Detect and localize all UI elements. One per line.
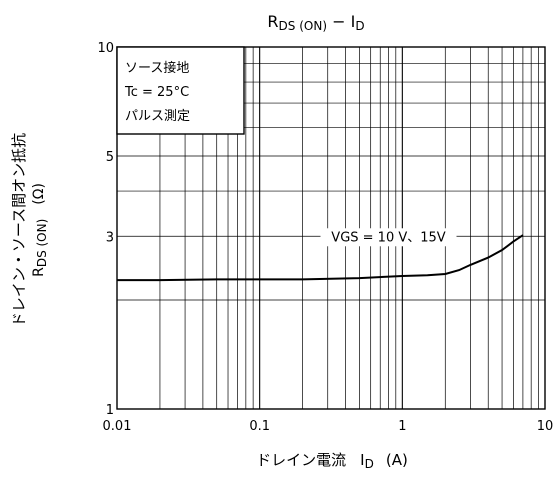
condition-line-3: パルス測定 — [125, 109, 190, 124]
x-axis-unit: (A) — [386, 451, 408, 469]
x-tick-label: 10 — [537, 419, 554, 434]
condition-box: ソース接地 Tc = 25°C パルス測定 — [116, 46, 245, 135]
y-tick-label: 10 — [97, 41, 114, 56]
x-axis-symbol: I — [360, 451, 364, 469]
x-tick-label: 0.01 — [103, 419, 132, 434]
x-tick-label: 1 — [398, 419, 406, 434]
series-line — [117, 234, 524, 282]
y-axis-label-main: ドレイン・ソース間オン抵抗 — [10, 133, 28, 327]
annotation-background — [320, 228, 457, 247]
title-symbol: R — [267, 12, 278, 31]
y-axis-symbol: R — [31, 267, 47, 277]
y-tick-label: 5 — [106, 150, 114, 165]
y-axis-label: ドレイン・ソース間オン抵抗 RDS (ON) (Ω) — [10, 133, 49, 327]
title-dash: − I — [327, 12, 355, 31]
title-symbol-sub: DS (ON) — [279, 19, 327, 33]
y-axis-symbol-sub: DS (ON) — [35, 219, 49, 267]
y-tick-label: 3 — [106, 230, 114, 245]
plot-frame — [116, 46, 546, 410]
condition-line-1: ソース接地 — [125, 60, 189, 76]
y-axis-symbol-line: RDS (ON) (Ω) — [31, 183, 49, 277]
x-axis-label-main: ドレイン電流 — [256, 451, 346, 469]
chart-title: RDS (ON) − ID — [267, 12, 364, 33]
y-axis-unit: (Ω) — [31, 183, 47, 205]
x-axis-label: ドレイン電流 ID (A) — [256, 451, 408, 471]
condition-box-frame — [116, 46, 245, 135]
y-tick-label: 1 — [106, 403, 114, 418]
x-axis-symbol-sub: D — [365, 457, 374, 471]
annotation-vgs: VGS = 10 V、15V — [331, 230, 445, 245]
title-symbol-2-sub: D — [355, 19, 364, 33]
tick-labels: 0.01 0.1 1 10 1 3 5 10 — [97, 41, 553, 434]
condition-line-2: Tc = 25°C — [124, 85, 189, 100]
x-tick-label: 0.1 — [249, 419, 270, 434]
